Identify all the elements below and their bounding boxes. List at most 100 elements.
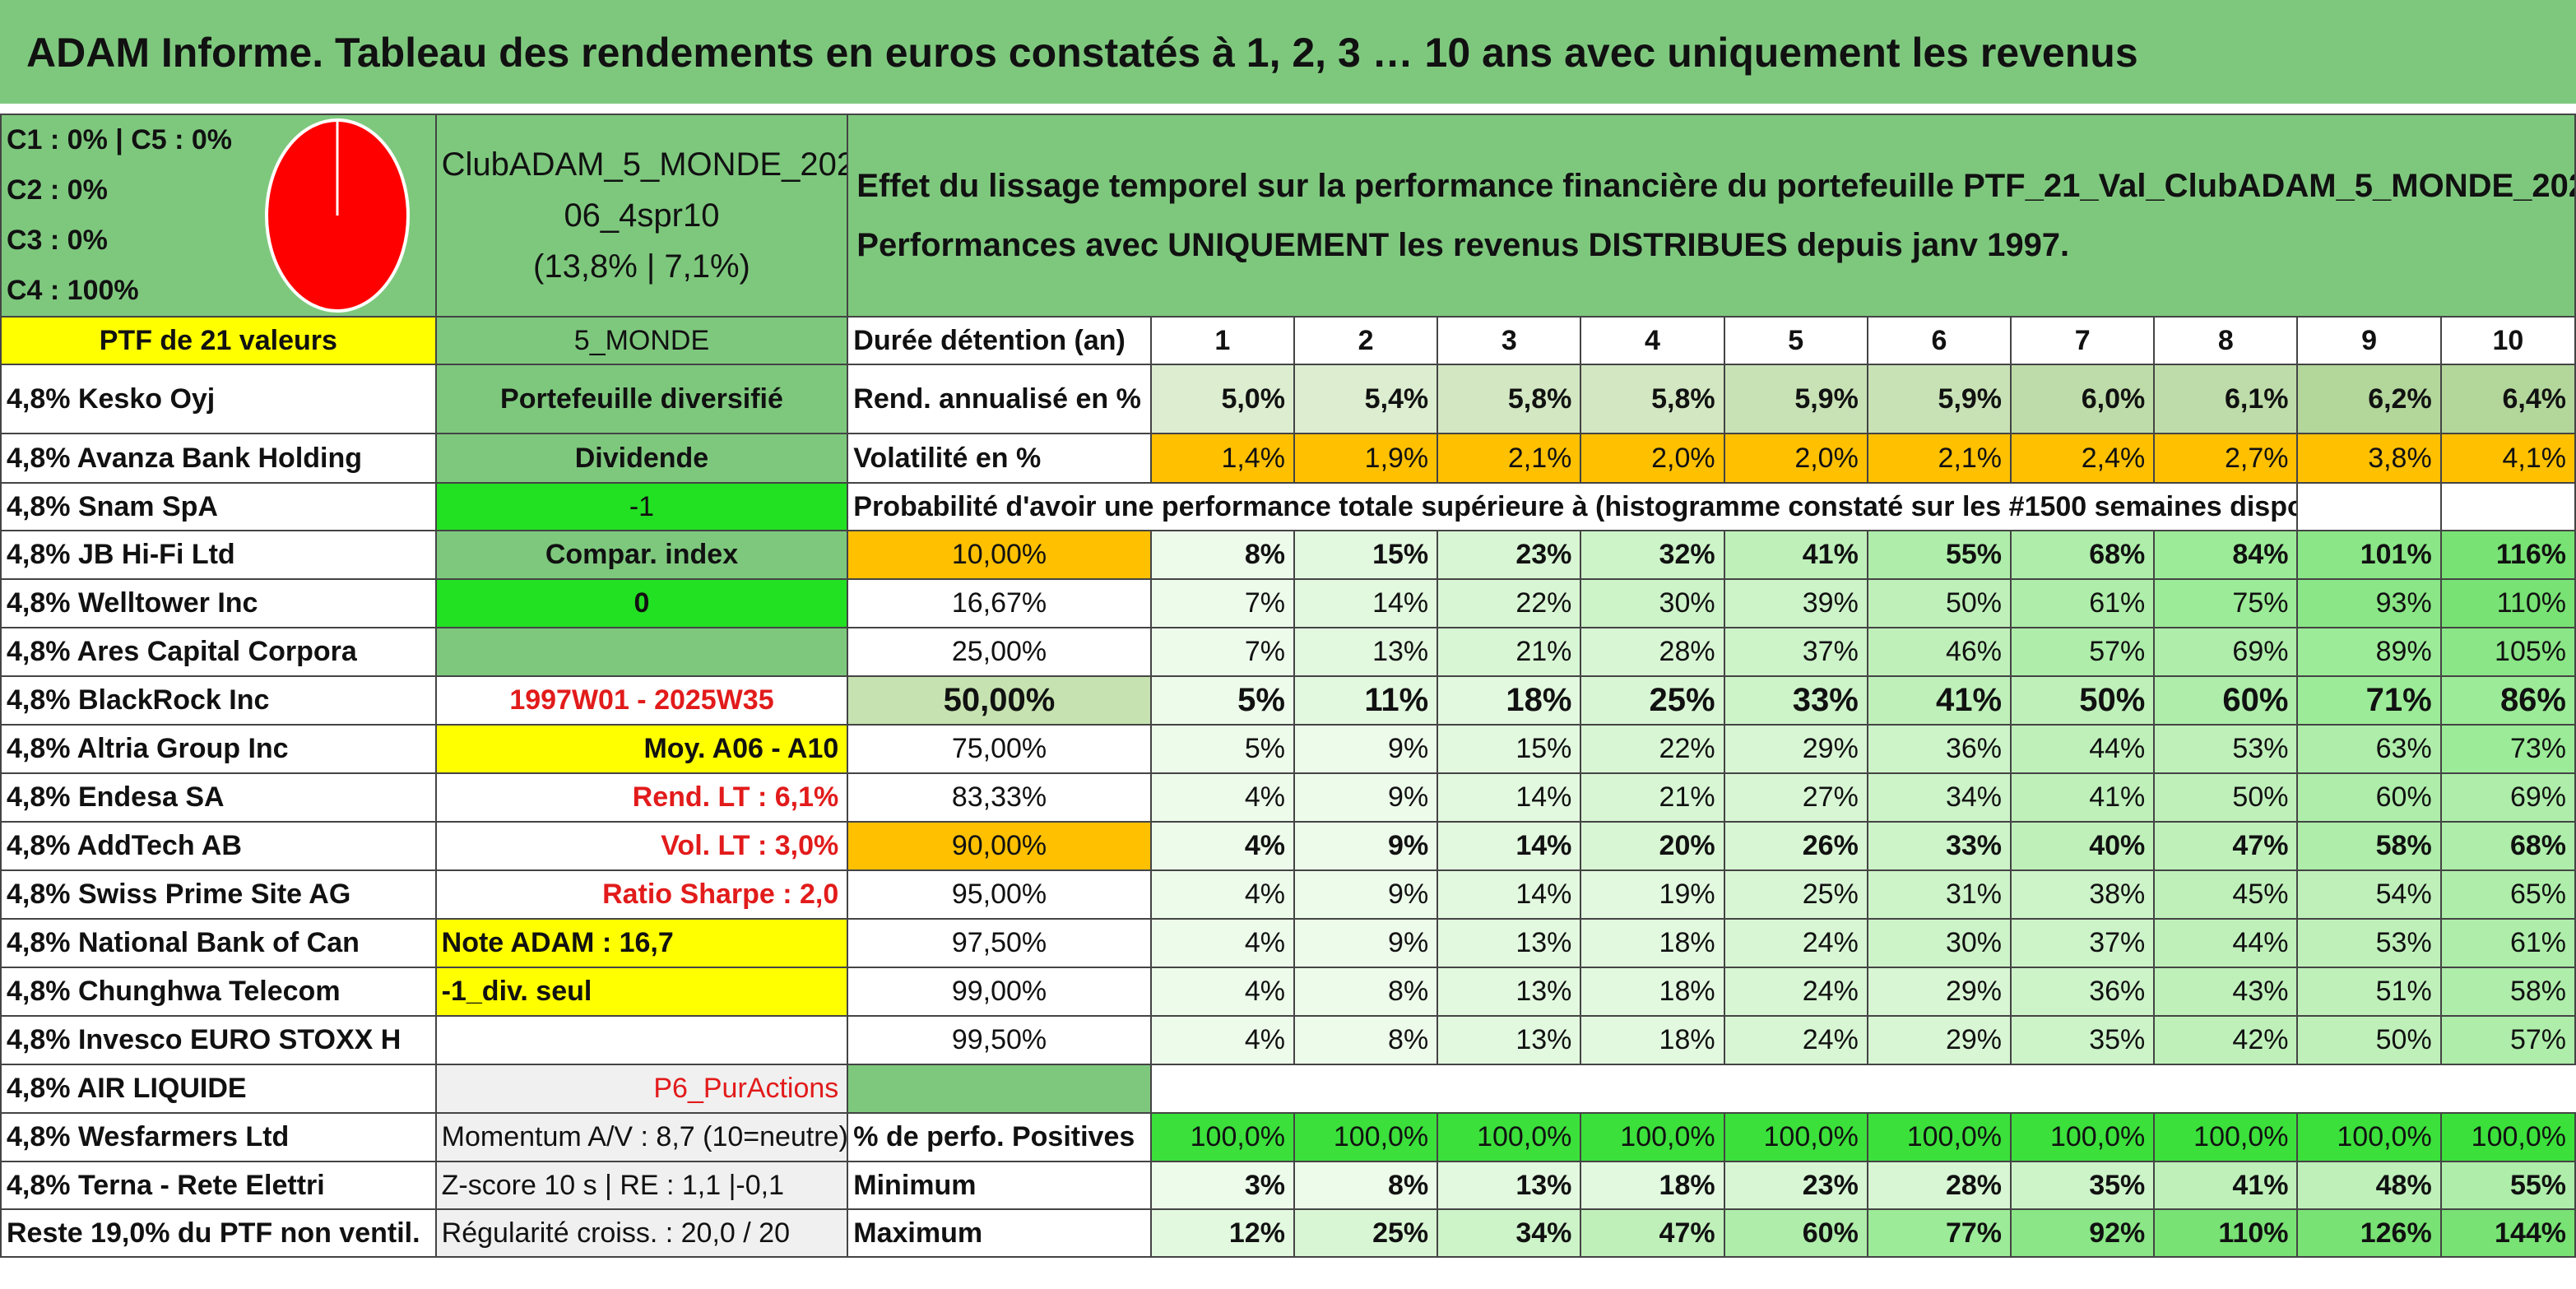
probability-value: 36% [1866,724,2012,774]
probability-value: 15% [1293,530,1439,580]
return-label: Rend. annualisé en % [847,364,1152,434]
probability-value: 53% [2153,724,2299,774]
probability-value: 25% [1723,869,1868,920]
probability-row: 4,8% BlackRock Inc 1997W01 - 2025W35 50,00… [0,675,2576,726]
probability-value: 14% [1437,869,1582,920]
positives-value: 100,0% [1723,1112,1868,1162]
year-header: 7 [2010,316,2156,365]
probability-value: 93% [2296,578,2442,628]
holding-name: 4,8% Welltower Inc [0,578,437,628]
maximum-row: Reste 19,0% du PTF non ventil. Régularité… [0,1208,2576,1258]
probability-threshold: 16,67% [847,578,1152,628]
positives-value: 100,0% [2153,1112,2299,1162]
volatility-value: 1,4% [1149,433,1295,484]
category-cell: C1 : 0% | C5 : 0% C2 : 0% C3 : 0% C4 : 1… [0,114,437,318]
probability-value: 28% [1580,627,1725,677]
probability-value: 13% [1437,918,1582,968]
probability-value: 14% [1293,578,1439,628]
report-title: ADAM Informe. Tableau des rendements en … [0,0,2576,104]
return-value: 5,8% [1580,364,1725,434]
probability-value: 57% [2439,1015,2576,1065]
probability-value: 4% [1149,1015,1295,1065]
duration-label: Durée détention (an) [847,316,1152,365]
minimum-label: Minimum [847,1161,1152,1210]
holding-name: 4,8% AddTech AB [0,821,437,871]
dividend-only-label: -1_div. seul [434,967,849,1017]
probability-value: 61% [2439,918,2576,968]
probability-row: 4,8% Endesa SA Rend. LT : 6,1% 83,33% 4% 9% 1… [0,772,2576,823]
probability-value: 44% [2153,918,2299,968]
maximum-value: 77% [1866,1208,2012,1258]
probability-value: 68% [2010,530,2156,580]
category-c2: C2 : 0% [7,174,108,206]
probability-row: 4,8% Altria Group Inc Moy. A06 - A10 75,00… [0,724,2576,774]
dividend-label: Dividende [434,433,849,484]
holding-name: 4,8% Kesko Oyj [0,364,437,434]
volatility-value: 2,0% [1723,433,1868,484]
probability-value: 63% [2296,724,2442,774]
momentum-label: Momentum A/V : 8,7 (10=neutre) [434,1112,849,1162]
probability-value: 9% [1293,821,1439,871]
probability-threshold: 50,00% [847,675,1152,726]
return-value: 5,8% [1437,364,1582,434]
positives-value: 100,0% [1149,1112,1295,1162]
club-cell: ClubADAM_5_MONDE_2025 06_4spr10 (13,8% |… [434,114,849,318]
holding-name: 4,8% Invesco EURO STOXX H [0,1015,437,1065]
probability-value: 53% [2296,918,2442,968]
region-label: 5_MONDE [434,316,849,365]
year-header: 2 [1293,316,1439,365]
probability-value: 69% [2439,772,2576,823]
probability-value: 69% [2153,627,2299,677]
minimum-value: 28% [1866,1161,2012,1210]
probability-value: 26% [1723,821,1868,871]
probability-value: 9% [1293,918,1439,968]
probability-value: 13% [1437,1015,1582,1065]
return-value: 5,0% [1149,364,1295,434]
maximum-value: 34% [1437,1208,1582,1258]
year-header: 10 [2439,316,2576,365]
probability-value: 110% [2439,578,2576,628]
probability-value: 24% [1723,918,1868,968]
volatility-value: 2,7% [2153,433,2299,484]
probability-threshold: 10,00% [847,530,1152,580]
probability-value: 13% [1437,967,1582,1017]
club-name-1: ClubADAM_5_MONDE_2025 [441,146,848,183]
return-value: 6,4% [2439,364,2576,434]
holding-name: 4,8% Swiss Prime Site AG [0,869,437,920]
year-header: 3 [1437,316,1582,365]
probability-value: 54% [2296,869,2442,920]
minimum-row: 4,8% Terna - Rete Elettri Z-score 10 s | … [0,1161,2576,1210]
probability-value: 101% [2296,530,2442,580]
probability-value: 24% [1723,967,1868,1017]
probability-value: 7% [1149,578,1295,628]
maximum-value: 126% [2296,1208,2442,1258]
positives-value: 100,0% [2296,1112,2442,1162]
period-range: 1997W01 - 2025W35 [434,675,849,726]
probability-value: 9% [1293,869,1439,920]
holding-name: 4,8% Altria Group Inc [0,724,437,774]
empty-cell [847,1064,1152,1114]
effect-cell: Effet du lissage temporel sur la perform… [847,114,2576,318]
holding-name: 4,8% Wesfarmers Ltd [0,1112,437,1162]
positives-value: 100,0% [1293,1112,1439,1162]
probability-value: 41% [2010,772,2156,823]
probability-value: 105% [2439,627,2576,677]
probability-row: 4,8% Invesco EURO STOXX H 99,50% 4% 8% 13% 18… [0,1015,2576,1065]
probability-value: 22% [1437,578,1582,628]
return-value: 6,0% [2010,364,2156,434]
probability-value: 4% [1149,772,1295,823]
holding-name: 4,8% JB Hi-Fi Ltd [0,530,437,580]
probability-value: 24% [1723,1015,1868,1065]
probability-row: 4,8% JB Hi-Fi Ltd Compar. index 10,00% 8% 15… [0,530,2576,580]
probability-threshold: 25,00% [847,627,1152,677]
probability-value: 22% [1580,724,1725,774]
probability-value: 58% [2296,821,2442,871]
maximum-value: 110% [2153,1208,2299,1258]
probability-value: 44% [2010,724,2156,774]
report-table: C1 : 0% | C5 : 0% C2 : 0% C3 : 0% C4 : 1… [0,114,2576,1258]
category-c3: C3 : 0% [7,225,108,256]
probability-value: 60% [2153,675,2299,726]
adam-score: Note ADAM : 16,7 [434,918,849,968]
report-table-wrap: C1 : 0% | C5 : 0% C2 : 0% C3 : 0% C4 : 1… [0,114,2576,1258]
holding-name: 4,8% Endesa SA [0,772,437,823]
